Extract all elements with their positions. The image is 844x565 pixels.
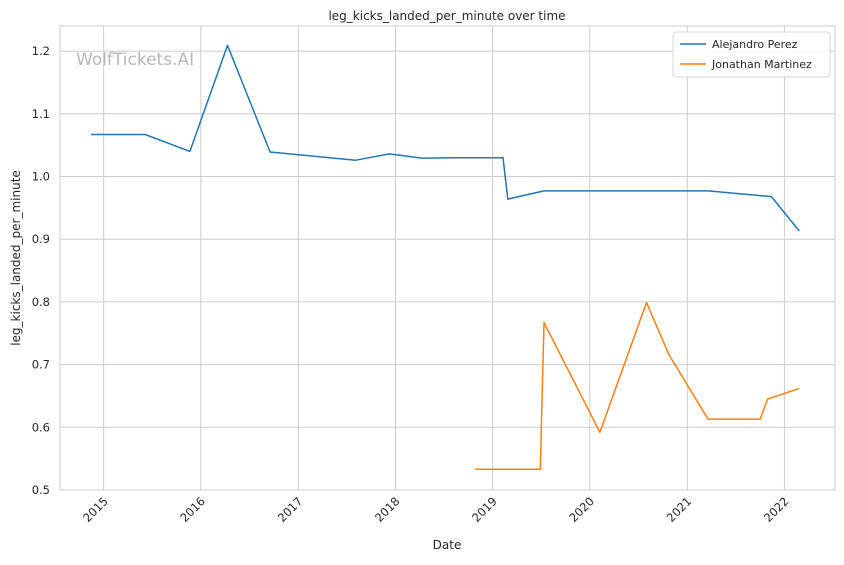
watermark: WolfTickets.AI xyxy=(76,50,194,70)
x-tick-label: 2021 xyxy=(664,494,695,525)
x-tick-label: 2017 xyxy=(275,494,306,525)
y-tick-label: 0.5 xyxy=(32,483,50,497)
y-tick-label: 1.1 xyxy=(32,107,50,121)
x-tick-label: 2015 xyxy=(80,494,111,525)
x-tick-label: 2016 xyxy=(177,494,208,525)
x-tick-label: 2022 xyxy=(761,494,792,525)
legend-entry-1: Jonathan Martinez xyxy=(711,58,812,71)
y-tick-label: 0.6 xyxy=(32,420,50,434)
y-tick-label: 1.0 xyxy=(32,169,50,183)
plot-frame xyxy=(59,25,836,491)
x-tick-labels: 2015 2016 2017 2018 2019 2020 2021 2022 xyxy=(80,494,791,525)
series-line-1 xyxy=(475,301,800,471)
y-tick-label: 0.8 xyxy=(32,295,50,309)
chart-title: leg_kicks_landed_per_minute over time xyxy=(328,9,565,23)
y-tick-label: 0.7 xyxy=(32,358,50,372)
legend: Alejandro Perez Jonathan Martinez xyxy=(672,31,831,78)
x-tick-label: 2019 xyxy=(469,494,500,525)
y-axis-label: leg_kicks_landed_per_minute xyxy=(9,170,23,346)
legend-entry-0: Alejandro Perez xyxy=(712,38,798,51)
grid xyxy=(60,26,835,491)
legend-box xyxy=(672,31,831,78)
y-tick-label: 0.9 xyxy=(32,232,50,246)
x-tick-label: 2018 xyxy=(372,494,403,525)
x-tick-label: 2020 xyxy=(566,494,597,525)
series-lines xyxy=(91,44,800,471)
series-line-0 xyxy=(91,44,800,232)
y-tick-labels: 0.5 0.6 0.7 0.8 0.9 1.0 1.1 1.2 xyxy=(32,44,50,497)
x-axis-label: Date xyxy=(433,538,462,552)
y-tick-label: 1.2 xyxy=(32,44,50,58)
